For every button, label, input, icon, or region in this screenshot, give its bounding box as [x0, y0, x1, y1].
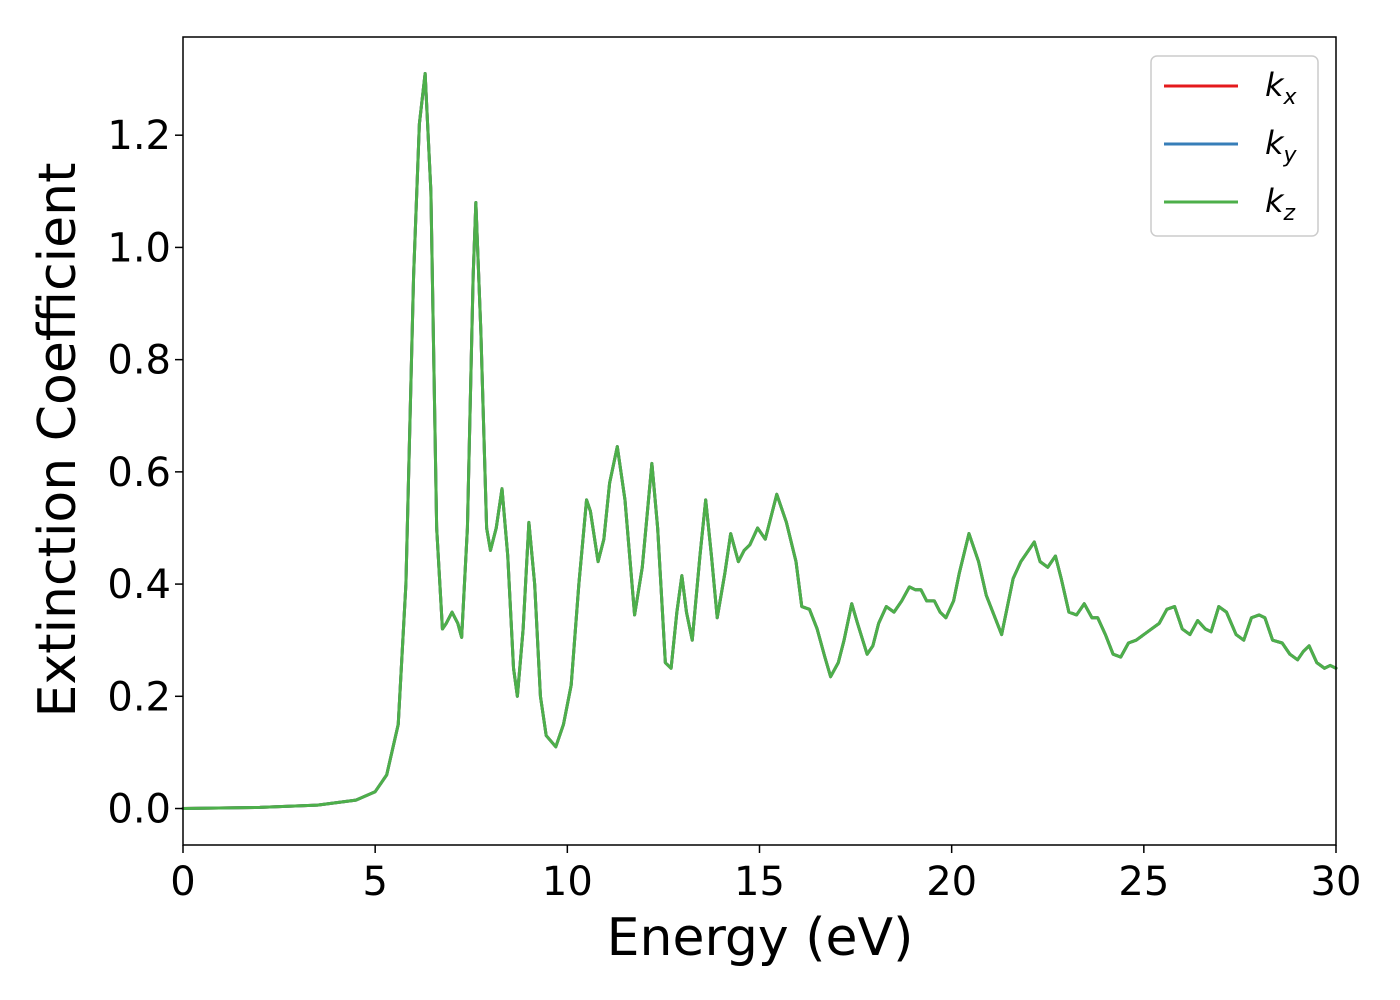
legend-label-kz: kz: [1265, 182, 1296, 226]
x-tick-label: 0: [170, 859, 195, 905]
x-tick-label: 10: [542, 859, 593, 905]
x-tick-label: 25: [1118, 859, 1169, 905]
series-line-kz: [181, 71, 1338, 811]
y-tick-label: 1.2: [107, 113, 171, 159]
x-tick-label: 30: [1311, 859, 1362, 905]
legend-label-ky: ky: [1265, 124, 1298, 168]
x-tick-label: 20: [926, 859, 977, 905]
y-tick-label: 0.0: [107, 787, 171, 833]
legend: kx ky kz: [1150, 55, 1319, 237]
x-tick-label: 5: [362, 859, 387, 905]
y-tick-label: 0.8: [107, 338, 171, 384]
series-layer: [181, 71, 1338, 811]
y-tick-label: 0.2: [107, 674, 171, 720]
legend-label-kx: kx: [1265, 66, 1298, 110]
y-axis-label: Extinction Coefficient: [28, 163, 88, 718]
y-tick-label: 1.0: [107, 225, 171, 271]
x-axis-label: Energy (eV): [607, 908, 914, 968]
x-tick-label: 15: [734, 859, 785, 905]
ticks-layer: 0 5 10 15 20 25 30 0.0 0.2 0.4 0.6 0.8 1.0 1.2: [107, 113, 1361, 905]
y-tick-label: 0.6: [107, 450, 171, 496]
legend-box: [1150, 55, 1319, 237]
y-tick-label: 0.4: [107, 562, 171, 608]
